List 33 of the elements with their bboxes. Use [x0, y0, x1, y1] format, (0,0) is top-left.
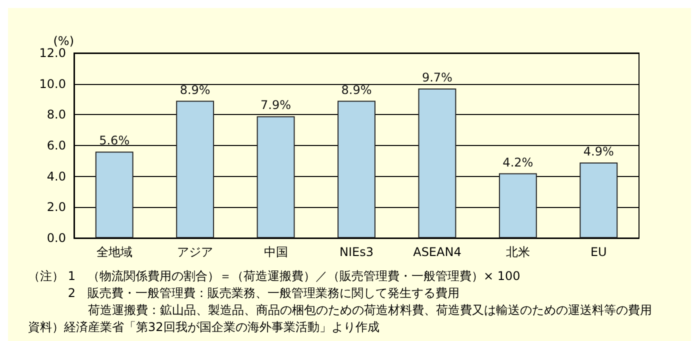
bar	[256, 116, 295, 238]
y-tick-label: 8.0	[46, 108, 66, 122]
data-label: 7.9%	[260, 98, 292, 112]
y-axis-title: (%)	[53, 34, 74, 48]
x-tick-label: 全地域	[96, 245, 132, 259]
bar	[176, 100, 214, 238]
text: 荷造運搬費：鉱山品、製造品、商品の梱包のための荷造材料費、荷造費又は輸送のための運送料等の費用	[28, 303, 652, 317]
data-label: 5.6%	[99, 134, 130, 148]
y-tick-label: 4.0	[46, 169, 66, 184]
bar	[418, 88, 456, 238]
x-tick-label: EU	[590, 245, 607, 259]
y-tick-label: 6.0	[46, 138, 66, 152]
data-label: 8.9%	[180, 82, 210, 97]
text: （注） 1 （物流関係費用の割合）＝（荷造運搬費）／（販売管理費・一般管理費）× 100	[28, 269, 520, 283]
y-tick-label: 10.0	[39, 76, 66, 91]
x-tick-label: 北米	[506, 245, 530, 259]
data-label: 8.9%	[341, 82, 372, 97]
bar	[498, 173, 537, 238]
bar	[338, 100, 376, 238]
y-tick-label: 0.0	[46, 231, 66, 245]
bar	[95, 152, 134, 238]
text: 2 販売費・一般管理費：販売業務、一般管理業務に関して発生する費用	[28, 286, 460, 300]
x-tick-label: アジア	[177, 245, 214, 259]
y-tick-label: 12.0	[39, 46, 66, 60]
data-label: 4.9%	[583, 144, 614, 158]
x-tick-label: NIEs3	[340, 245, 374, 259]
x-tick-label: 中国	[264, 245, 288, 259]
text: 資料）経済産業省「第32回我が国企業の海外事業活動」より作成	[28, 320, 380, 334]
data-label: 9.7%	[422, 70, 452, 84]
data-label: 4.2%	[502, 155, 534, 170]
y-tick-label: 2.0	[46, 200, 66, 214]
x-tick-label: ASEAN4	[413, 245, 462, 259]
bar	[580, 162, 618, 238]
